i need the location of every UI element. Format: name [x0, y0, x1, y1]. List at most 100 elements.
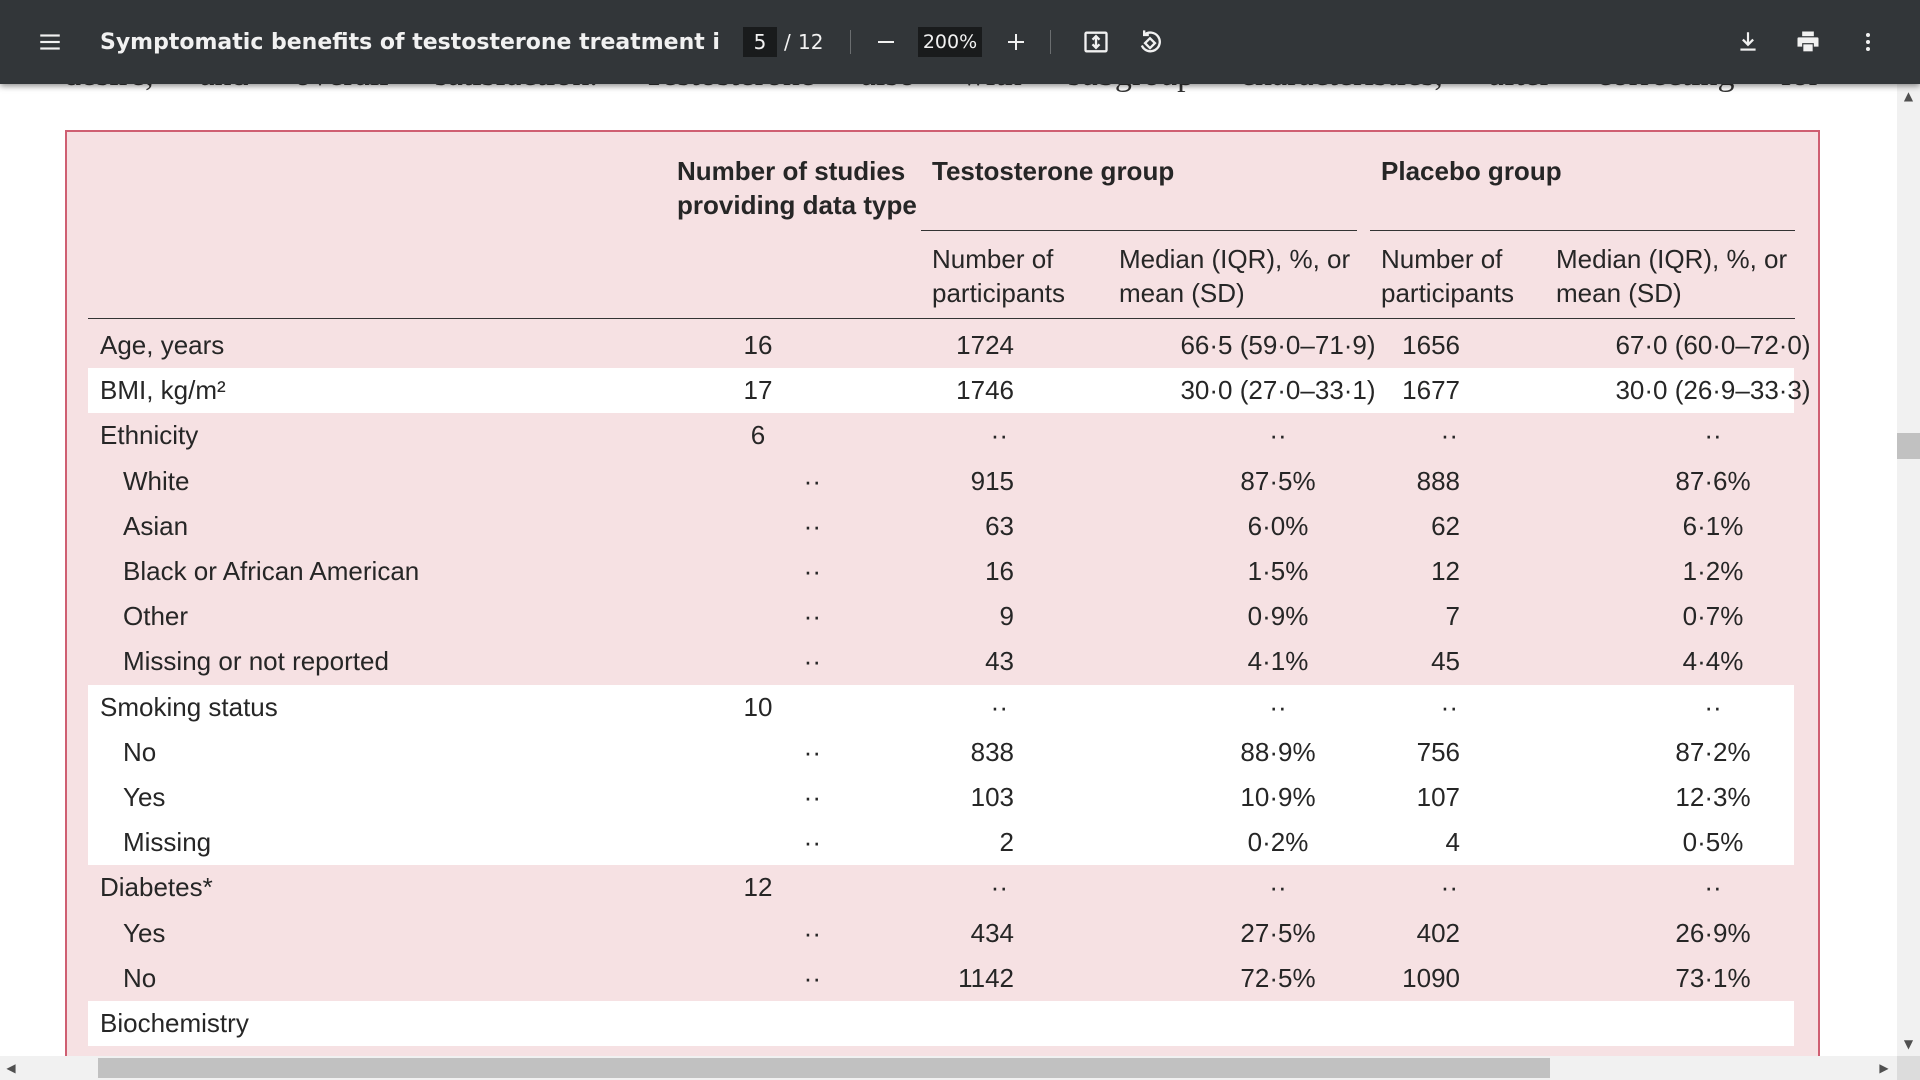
scroll-down-arrow[interactable]: ▼: [1903, 1037, 1914, 1051]
cell-t-n: 434: [970, 918, 1014, 948]
zoom-in-button[interactable]: [996, 22, 1036, 62]
download-icon: [1735, 29, 1761, 55]
fit-to-page-button[interactable]: [1076, 22, 1116, 62]
cell-studies: 17: [743, 375, 773, 405]
cell-p-n: 888: [1416, 466, 1460, 496]
cell-t-n: ··: [990, 692, 1008, 722]
zoom-out-button[interactable]: [866, 22, 906, 62]
more-actions-button[interactable]: [1848, 22, 1888, 62]
plus-icon: [1004, 30, 1028, 54]
header-t-median-line2: mean (SD): [1119, 278, 1245, 308]
cell-t-n: 1746: [956, 375, 1014, 405]
print-icon: [1794, 28, 1822, 56]
cell-studies: ··: [803, 556, 821, 586]
header-p-participants: Number of participants: [1381, 242, 1514, 310]
document-title: Symptomatic benefits of testosterone tre…: [100, 29, 720, 55]
cell-p-m: 6·1%: [1682, 511, 1744, 541]
cell-t-m: 66·5 (59·0–71·9): [1180, 330, 1376, 360]
cell-t-m: 30·0 (27·0–33·1): [1180, 375, 1376, 405]
table-row: Smoking status 10 ·· ·· ·· ··: [88, 685, 1794, 730]
header-studies-line2: providing data type: [677, 190, 917, 220]
cell-t-m: 0·9%: [1247, 601, 1309, 631]
cell-p-m: 67·0 (60·0–72·0): [1615, 330, 1811, 360]
cell-p-n: 45: [1431, 646, 1460, 676]
cell-label: Other: [123, 601, 189, 631]
cell-studies: ··: [803, 466, 821, 496]
cell-studies: [688, 1001, 828, 1046]
table-row: BMI, kg/m² 17 1746 30·0 (27·0–33·1) 1677 30·0…: [88, 368, 1811, 413]
vertical-scrollbar[interactable]: [1897, 84, 1920, 1056]
rotate-icon: [1136, 28, 1164, 56]
cell-t-m: 0·2%: [1247, 827, 1309, 857]
horizontal-scroll-thumb[interactable]: [98, 1058, 1550, 1078]
cell-t-n: ··: [990, 420, 1008, 450]
scroll-right-arrow[interactable]: ▶: [1879, 1061, 1889, 1075]
cell-t-n: 838: [970, 737, 1014, 767]
zoom-level-input[interactable]: [918, 27, 982, 57]
cell-label: Age, years: [100, 330, 225, 360]
header-rule-testosterone: [921, 230, 1357, 231]
cell-p-n: 12: [1431, 556, 1460, 586]
cell-t-n: 915: [970, 466, 1014, 496]
page-number-input[interactable]: [743, 27, 777, 57]
cell-studies: ··: [803, 918, 821, 948]
rotate-button[interactable]: [1130, 22, 1170, 62]
cell-p-m: ··: [1704, 872, 1722, 902]
cell-t-m: ··: [1269, 692, 1287, 722]
cell-label: Yes: [123, 918, 166, 948]
cell-t-m: 88·9%: [1240, 737, 1316, 767]
table-row: Diabetes* 12 ·· ·· ·· ··: [88, 865, 1794, 910]
table-row: Yes ·· 434 27·5% 402 26·9%: [88, 911, 1794, 956]
cell-p-n: 4: [1445, 827, 1460, 857]
header-p-participants-line1: Number of: [1381, 244, 1503, 274]
cell-t-m: 6·0%: [1247, 511, 1309, 541]
scroll-left-arrow[interactable]: ◀: [6, 1061, 16, 1075]
cell-studies: ··: [803, 737, 821, 767]
cell-studies: 10: [743, 692, 773, 722]
cell-label: No: [123, 963, 157, 993]
cell-p-n: ··: [1440, 692, 1458, 722]
table-row: No ·· 1142 72·5% 1090 73·1%: [88, 956, 1794, 1001]
download-button[interactable]: [1728, 22, 1768, 62]
cell-label: Missing or not reported: [123, 646, 389, 676]
print-button[interactable]: [1788, 22, 1828, 62]
more-vert-icon: [1856, 30, 1880, 54]
table-row: Age, years 16 1724 66·5 (59·0–71·9) 1656 67·0…: [88, 323, 1811, 368]
header-p-median-line1: Median (IQR), %, or: [1556, 244, 1788, 274]
scroll-up-arrow[interactable]: ▲: [1903, 89, 1914, 103]
cell-p-m: 30·0 (26·9–33·3): [1615, 375, 1811, 405]
header-studies: Number of studies providing data type: [677, 154, 917, 222]
cell-label: Asian: [123, 511, 189, 541]
cell-p-m: ··: [1704, 692, 1722, 722]
menu-button[interactable]: [30, 22, 70, 62]
cell-label: BMI, kg/m²: [100, 375, 226, 405]
cell-t-m: ··: [1269, 420, 1287, 450]
table-panel: [65, 130, 1820, 1056]
cell-studies: 6: [750, 420, 766, 450]
table-row: No ·· 838 88·9% 756 87·2%: [88, 730, 1794, 775]
header-t-participants-line1: Number of: [932, 244, 1054, 274]
minus-icon: [874, 30, 898, 54]
cell-studies: ··: [803, 782, 821, 812]
cell-studies: ··: [803, 827, 821, 857]
fit-page-icon: [1082, 28, 1110, 56]
cell-p-m: 73·1%: [1675, 963, 1751, 993]
header-placebo-group: Placebo group: [1381, 156, 1562, 186]
cell-t-m: 27·5%: [1240, 918, 1316, 948]
cell-p-m: 12·3%: [1675, 782, 1751, 812]
cell-t-n: 9: [999, 601, 1014, 631]
vertical-scroll-thumb[interactable]: [1897, 433, 1920, 459]
header-p-median: Median (IQR), %, or mean (SD): [1556, 242, 1787, 310]
header-p-median-line2: mean (SD): [1556, 278, 1682, 308]
cell-p-m: 4·4%: [1682, 646, 1744, 676]
header-t-median-line1: Median (IQR), %, or: [1119, 244, 1351, 274]
header-t-participants-line2: participants: [932, 278, 1065, 308]
cell-p-m: 1·2%: [1682, 556, 1744, 586]
cell-studies: ··: [803, 646, 821, 676]
page-separator: /: [784, 30, 791, 54]
table-row: Ethnicity 6 ·· ·· ·· ··: [88, 413, 1794, 458]
table-row: White ·· 915 87·5% 888 87·6%: [88, 459, 1794, 504]
cell-p-m: ··: [1704, 420, 1722, 450]
cell-p-n: ··: [1440, 872, 1458, 902]
cell-p-n: 1677: [1402, 375, 1460, 405]
